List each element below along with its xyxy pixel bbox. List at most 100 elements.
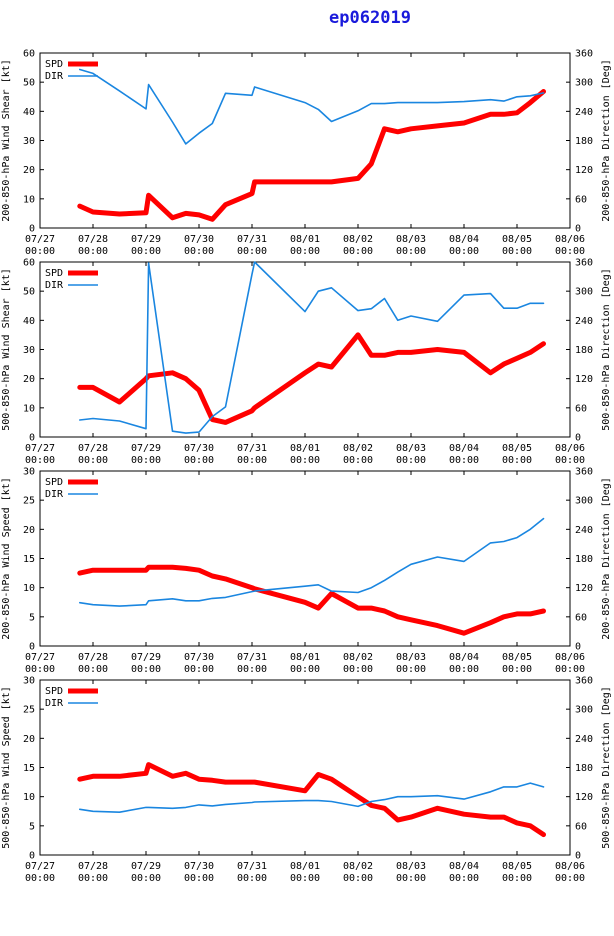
x-tick-label-time: 00:00 — [396, 664, 426, 675]
y-tick-label-right: 180 — [575, 136, 593, 147]
y-tick-label-right: 120 — [575, 165, 593, 176]
x-tick-label-date: 07/31 — [237, 652, 267, 663]
x-tick-label-date: 07/31 — [237, 234, 267, 245]
y-tick-label-left: 10 — [23, 792, 35, 803]
y-tick-label-left: 50 — [23, 78, 35, 89]
y-tick-label-left: 15 — [23, 554, 35, 565]
y-axis-label-left: 200-850-hPa Wind Shear [kt] — [1, 59, 12, 222]
x-tick-label-date: 08/02 — [343, 234, 373, 245]
x-tick-label-date: 07/30 — [184, 861, 214, 872]
chart-panel-1: 07/2700:0007/2800:0007/2900:0007/3000:00… — [1, 49, 612, 258]
plot-frame — [39, 261, 571, 438]
x-tick-label-date: 07/29 — [131, 443, 161, 454]
y-tick-label-left: 30 — [23, 467, 35, 478]
y-axis-label-left: 500-850-hPa Wind Speed [kt] — [1, 686, 12, 849]
x-tick-label-time: 00:00 — [78, 455, 108, 466]
x-tick-label-date: 08/02 — [343, 861, 373, 872]
x-tick-label-date: 08/04 — [449, 443, 479, 454]
y-tick-label-right: 300 — [575, 496, 593, 507]
chart-panel-4: 07/2700:0007/2800:0007/2900:0007/3000:00… — [1, 676, 612, 885]
y-tick-label-left: 10 — [23, 583, 35, 594]
x-tick-label-time: 00:00 — [290, 664, 320, 675]
x-tick-label-date: 08/01 — [290, 652, 320, 663]
x-tick-label-date: 08/03 — [396, 861, 426, 872]
series-line-spd — [77, 332, 546, 425]
x-tick-label-time: 00:00 — [343, 873, 373, 884]
y-tick-label-left: 25 — [23, 705, 35, 716]
series-line-dir — [79, 68, 545, 145]
y-tick-label-right: 180 — [575, 763, 593, 774]
x-tick-label-date: 07/28 — [78, 861, 108, 872]
x-tick-label-date: 07/29 — [131, 652, 161, 663]
y-tick-label-right: 240 — [575, 107, 593, 118]
x-tick-label-time: 00:00 — [237, 455, 267, 466]
x-tick-label-date: 07/30 — [184, 652, 214, 663]
chart-panel-3: 07/2700:0007/2800:0007/2900:0007/3000:00… — [1, 467, 612, 676]
x-tick-label-date: 08/05 — [502, 652, 532, 663]
x-tick-label-time: 00:00 — [396, 455, 426, 466]
y-tick-label-left: 10 — [23, 403, 35, 414]
x-tick-label-date: 07/30 — [184, 234, 214, 245]
y-tick-label-left: 10 — [23, 194, 35, 205]
x-tick-label-date: 08/04 — [449, 861, 479, 872]
x-tick-label-date: 08/06 — [555, 861, 585, 872]
legend-label-dir: DIR — [45, 280, 64, 291]
legend-label-dir: DIR — [45, 698, 64, 709]
x-tick-label-time: 00:00 — [502, 246, 532, 257]
y-tick-label-right: 120 — [575, 583, 593, 594]
x-tick-label-time: 00:00 — [25, 455, 55, 466]
y-axis-label-right: 500-850-hPa Direction [Deg] — [601, 686, 612, 849]
x-tick-label-date: 07/28 — [78, 234, 108, 245]
legend-label-spd: SPD — [45, 477, 63, 488]
x-tick-label-time: 00:00 — [290, 246, 320, 257]
y-tick-label-right: 360 — [575, 676, 593, 687]
x-tick-label-time: 00:00 — [25, 664, 55, 675]
x-tick-label-time: 00:00 — [25, 246, 55, 257]
x-tick-label-date: 08/05 — [502, 861, 532, 872]
x-tick-label-time: 00:00 — [555, 873, 585, 884]
x-tick-label-date: 07/31 — [237, 861, 267, 872]
y-tick-label-right: 300 — [575, 287, 593, 298]
x-tick-label-date: 08/03 — [396, 234, 426, 245]
x-tick-label-time: 00:00 — [131, 873, 161, 884]
plot-frame — [39, 470, 571, 647]
y-tick-label-right: 120 — [575, 792, 593, 803]
x-tick-label-date: 08/06 — [555, 652, 585, 663]
x-tick-label-time: 00:00 — [184, 664, 214, 675]
y-tick-label-right: 300 — [575, 705, 593, 716]
x-tick-label-time: 00:00 — [396, 246, 426, 257]
y-tick-label-right: 360 — [575, 467, 593, 478]
y-tick-label-right: 0 — [575, 642, 581, 653]
y-axis-label-left: 200-850-hPa Wind Speed [kt] — [1, 477, 12, 640]
x-tick-label-date: 08/01 — [290, 443, 320, 454]
x-tick-label-time: 00:00 — [343, 246, 373, 257]
y-tick-label-right: 240 — [575, 316, 593, 327]
y-tick-label-right: 180 — [575, 345, 593, 356]
y-axis-label-right: 500-850-hPa Direction [Deg] — [601, 268, 612, 431]
legend-label-dir: DIR — [45, 71, 64, 82]
x-tick-label-time: 00:00 — [131, 246, 161, 257]
series-line-dir — [79, 517, 545, 607]
y-tick-label-left: 0 — [29, 642, 35, 653]
x-tick-label-time: 00:00 — [449, 873, 479, 884]
plot-frame — [39, 52, 571, 229]
series-line-dir — [79, 782, 545, 814]
y-tick-label-left: 5 — [29, 612, 35, 623]
series-line-spd — [77, 564, 546, 636]
y-tick-label-left: 40 — [23, 107, 35, 118]
x-tick-label-date: 07/29 — [131, 861, 161, 872]
x-tick-label-date: 08/02 — [343, 443, 373, 454]
y-tick-label-left: 20 — [23, 374, 35, 385]
x-tick-label-date: 08/06 — [555, 234, 585, 245]
y-tick-label-left: 20 — [23, 734, 35, 745]
legend-label-dir: DIR — [45, 489, 64, 500]
y-tick-label-left: 60 — [23, 49, 35, 60]
y-tick-label-right: 60 — [575, 821, 587, 832]
y-tick-label-right: 300 — [575, 78, 593, 89]
x-tick-label-date: 07/28 — [78, 652, 108, 663]
x-tick-label-time: 00:00 — [78, 664, 108, 675]
x-tick-label-time: 00:00 — [396, 873, 426, 884]
y-tick-label-right: 180 — [575, 554, 593, 565]
y-tick-label-left: 20 — [23, 165, 35, 176]
x-tick-label-time: 00:00 — [25, 873, 55, 884]
